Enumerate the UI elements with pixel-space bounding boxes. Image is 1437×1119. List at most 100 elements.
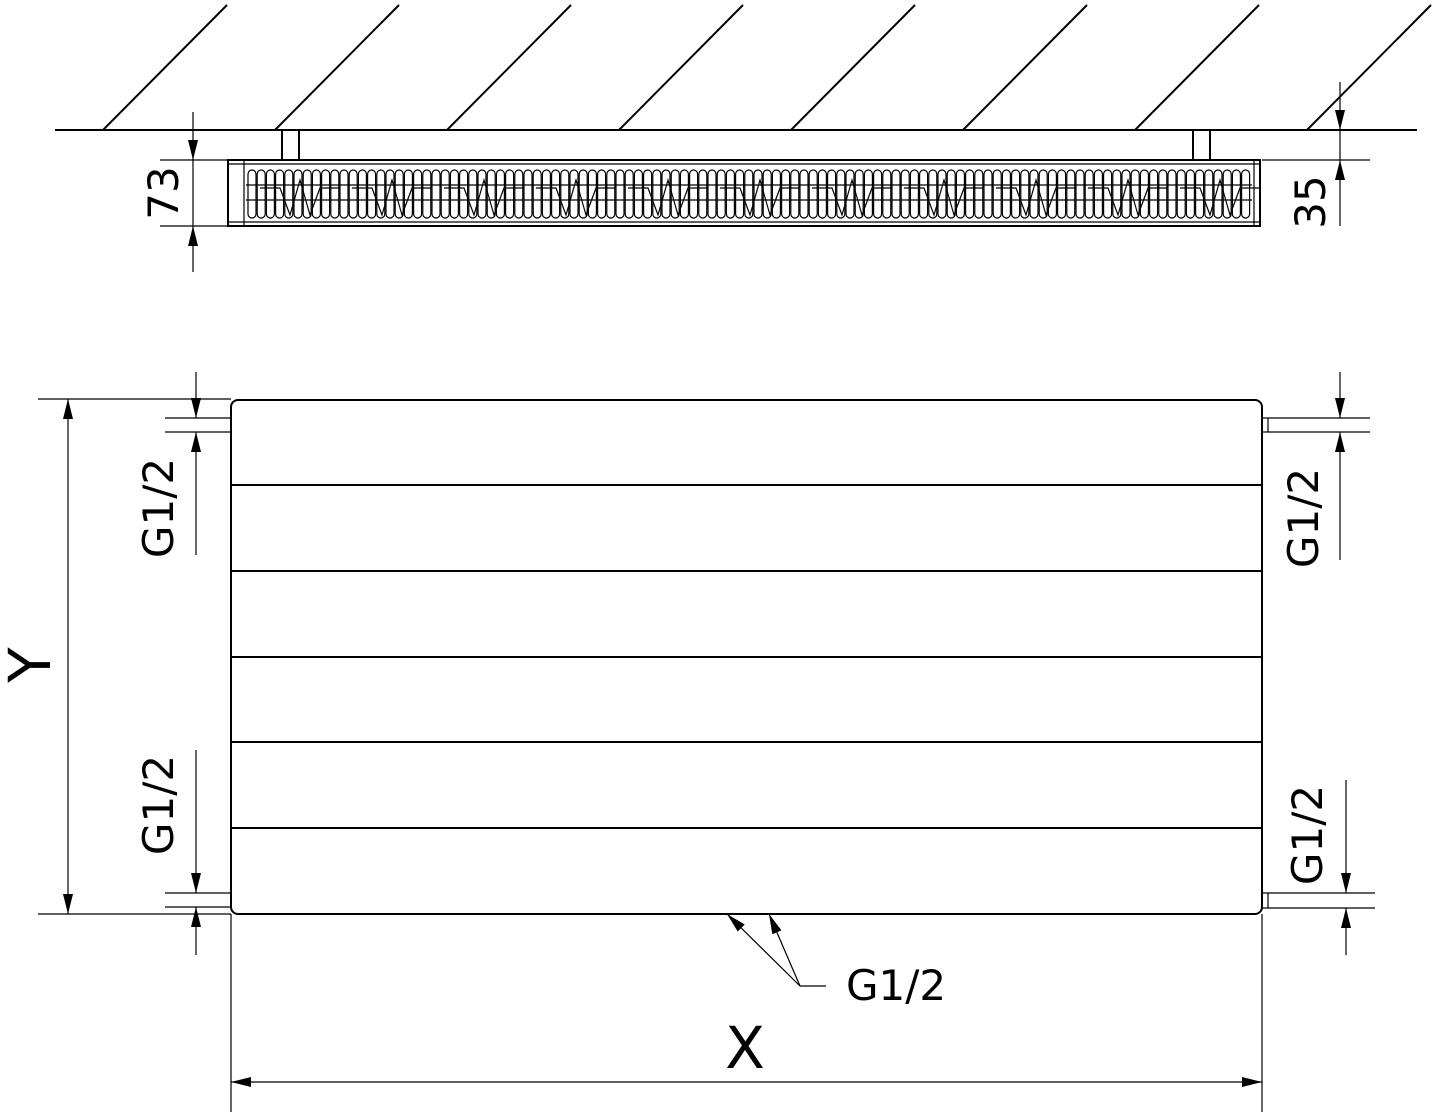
fin-loop xyxy=(256,169,266,219)
fin-loop xyxy=(459,169,469,219)
fin-loop xyxy=(431,169,441,219)
fin-loop xyxy=(302,169,312,219)
fin-loop xyxy=(403,169,413,219)
fin-loop xyxy=(514,169,524,219)
fin-loop xyxy=(413,169,423,219)
front-view: Y G1/2 G1/2 G1/2 G1/2 xyxy=(0,372,1375,1112)
fin-wave xyxy=(260,177,340,217)
fin-loop xyxy=(596,169,607,219)
fin-loop xyxy=(311,169,321,219)
fin-loop xyxy=(817,169,828,219)
fin-loop xyxy=(845,169,855,219)
fin-loop xyxy=(1213,169,1223,219)
fin-loop xyxy=(284,169,294,219)
panel-grooves xyxy=(231,484,1262,829)
fin-loop xyxy=(937,169,947,219)
fin-loop xyxy=(1231,169,1242,219)
fin-loop xyxy=(882,169,892,219)
fin-loop xyxy=(771,169,782,219)
dimension-connection-left-bottom: G1/2 xyxy=(134,750,231,955)
fin-loop xyxy=(1075,169,1085,219)
fin-loop xyxy=(1084,169,1094,219)
fin-loop xyxy=(615,169,625,219)
fin-loop xyxy=(348,169,358,219)
connection-right-top-label: G1/2 xyxy=(1279,468,1328,568)
fin-loop xyxy=(1038,169,1048,219)
fin-loop xyxy=(321,169,331,219)
hatch-line xyxy=(1306,4,1432,131)
fin-wave xyxy=(720,177,800,217)
connection-right-bottom-label: G1/2 xyxy=(1283,785,1332,885)
dimension-connection-right-bottom: G1/2 xyxy=(1268,780,1375,955)
fin-loop xyxy=(992,169,1002,219)
convector-fins xyxy=(247,169,1260,219)
fin-loop xyxy=(440,169,450,219)
fin-loop xyxy=(734,169,745,219)
fin-loop xyxy=(532,169,542,219)
fin-loop xyxy=(330,169,340,219)
dimension-connection-left-top: G1/2 xyxy=(134,372,231,558)
fin-loop xyxy=(725,169,736,219)
fin-loop xyxy=(376,169,386,219)
bottom-connection-leader: G1/2 xyxy=(726,913,946,1010)
dimension-connection-right-top: G1/2 xyxy=(1268,372,1370,568)
fin-loop xyxy=(716,169,726,219)
connection-left-bottom-label: G1/2 xyxy=(134,755,183,855)
fin-loop xyxy=(1222,169,1232,219)
connection-bottom-label: G1/2 xyxy=(846,961,946,1010)
fin-loop xyxy=(974,169,984,219)
fin-loop xyxy=(872,169,883,219)
fin-loop xyxy=(422,169,432,219)
fin-loop xyxy=(624,169,634,219)
fin-loop xyxy=(909,169,920,219)
fin-loop xyxy=(468,169,478,219)
fin-loop xyxy=(550,169,561,219)
fin-wave xyxy=(628,177,708,217)
fin-loop xyxy=(918,169,929,219)
fin-loop xyxy=(1176,169,1186,219)
fin-loop xyxy=(385,169,395,219)
fin-loop xyxy=(826,169,837,219)
fin-loop xyxy=(578,169,588,219)
hatch-line xyxy=(962,4,1088,131)
hatch-line xyxy=(274,4,400,131)
fin-loop xyxy=(891,169,901,219)
fin-loop xyxy=(247,169,257,219)
fin-loop xyxy=(863,169,874,219)
fin-loop xyxy=(762,169,772,219)
fin-loop xyxy=(1139,169,1150,219)
fin-loop xyxy=(1056,169,1067,219)
fin-loop xyxy=(1204,169,1214,219)
fin-loop xyxy=(293,169,303,219)
fin-loop xyxy=(661,169,671,219)
fin-loop xyxy=(1185,169,1196,219)
fin-loop xyxy=(357,169,367,219)
fin-loop xyxy=(569,169,579,219)
top-view: 73 35 xyxy=(55,4,1432,272)
hatch-line xyxy=(1134,4,1260,131)
fin-loop xyxy=(265,169,275,219)
fin-loop xyxy=(955,169,966,219)
dimension-wall-gap: 35 xyxy=(1262,82,1370,229)
fin-loop xyxy=(642,169,653,219)
fin-loop xyxy=(836,169,846,219)
connection-stub-bottom-right xyxy=(1261,892,1269,909)
fin-loop xyxy=(633,169,644,219)
fin-loop xyxy=(1093,169,1104,219)
fin-loop xyxy=(790,169,800,219)
radiator-section xyxy=(227,159,1261,227)
fin-loop xyxy=(367,169,377,219)
fin-loop xyxy=(275,169,285,219)
hatch-line xyxy=(618,4,744,131)
fin-loop xyxy=(486,169,496,219)
fin-loop xyxy=(339,169,349,219)
fin-loop xyxy=(1148,169,1159,219)
fin-wave xyxy=(444,177,524,217)
fin-loop xyxy=(1130,169,1140,219)
fin-loop xyxy=(1112,169,1122,219)
fin-loop xyxy=(606,169,616,219)
fin-loop xyxy=(505,169,515,219)
fin-wave xyxy=(536,177,616,217)
dimension-depth: 73 xyxy=(139,112,228,272)
